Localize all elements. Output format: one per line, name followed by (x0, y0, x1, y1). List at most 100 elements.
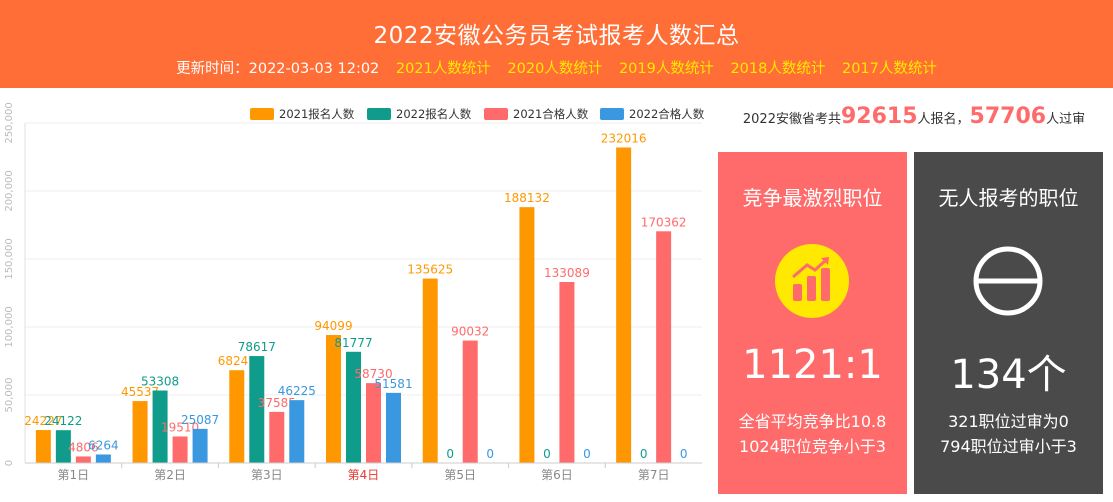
bar-3 (75, 456, 91, 463)
bar-1 (519, 207, 535, 463)
bar-3 (366, 383, 381, 463)
data-label: 94099 (314, 319, 352, 333)
bar-1 (422, 278, 438, 463)
summary-middle: 人报名， (917, 112, 970, 127)
bar-3 (172, 436, 188, 463)
y-tick-label: 100,000 (4, 306, 15, 347)
approved-count: 57706 (969, 104, 1047, 129)
no-applicant-card: 无人报考的职位 134个 321职位过审为0 794职位过审小于3 (914, 152, 1103, 494)
legend-label: 2022合格人数 (629, 107, 705, 121)
bar-2 (346, 351, 361, 463)
link-2019-stats[interactable]: 2019人数统计 (618, 61, 714, 77)
x-tick-label: 第4日 (348, 468, 380, 482)
x-tick-label: 第2日 (154, 468, 186, 482)
bar-3 (462, 340, 478, 463)
data-label: 170362 (641, 215, 687, 229)
update-time: 更新时间：2022-03-03 12:02 (176, 61, 380, 77)
data-label: 0 (640, 447, 648, 461)
data-label: 53308 (141, 375, 179, 389)
data-label: 24227 (24, 414, 62, 428)
minus-circle-icon (971, 244, 1045, 318)
link-2021-stats[interactable]: 2021人数统计 (395, 61, 491, 77)
x-tick-label: 第1日 (58, 468, 90, 482)
y-tick-label: 0 (4, 460, 15, 466)
data-label: 188132 (504, 191, 550, 205)
bar-3 (269, 411, 285, 463)
bar-1 (229, 370, 245, 463)
bar-2 (55, 430, 71, 463)
page-title: 2022安徽公务员考试报考人数汇总 (373, 23, 740, 49)
legend-label: 2021合格人数 (513, 107, 589, 121)
bar-3 (656, 231, 672, 463)
bar-1 (35, 430, 51, 463)
y-tick-label: 250,000 (4, 102, 15, 143)
max-ratio: 1121:1 (742, 342, 883, 388)
low-approved-line: 794职位过审小于3 (940, 437, 1077, 456)
data-label: 46225 (278, 384, 316, 398)
data-label: 0 (446, 447, 454, 461)
bar-chart-up-icon (775, 244, 849, 318)
data-label: 58730 (354, 367, 392, 381)
link-2017-stats[interactable]: 2017人数统计 (841, 61, 937, 77)
data-label: 45537 (121, 385, 159, 399)
y-tick-label: 200,000 (4, 170, 15, 211)
x-tick-label: 第7日 (638, 468, 670, 482)
bar-2 (249, 356, 265, 463)
data-label: 135625 (407, 263, 453, 277)
x-tick-label: 第3日 (251, 468, 283, 482)
legend-swatch (600, 108, 624, 120)
data-label: 90032 (451, 325, 489, 339)
legend-swatch (367, 108, 391, 120)
data-label: 232016 (601, 131, 647, 145)
card-title-competitive: 竞争最激烈职位 (742, 186, 883, 210)
link-2020-stats[interactable]: 2020人数统计 (507, 61, 603, 77)
card-title-no-applicant: 无人报考的职位 (938, 186, 1079, 210)
data-label: 0 (486, 447, 494, 461)
data-label: 78617 (238, 340, 276, 354)
bar-3 (559, 281, 575, 463)
applicant-count: 92615 (840, 104, 918, 129)
legend-label: 2021报名人数 (279, 107, 355, 121)
y-tick-label: 150,000 (4, 238, 15, 279)
bar-chart: 0 50,000 100,000 150,000 200,000 250,000 第1日 24… (0, 88, 712, 502)
avg-ratio-line: 全省平均竞争比10.8 (738, 412, 887, 431)
header-banner: 2022安徽公务员考试报考人数汇总 更新时间：2022-03-03 12:02 … (0, 0, 1113, 88)
legend-label: 2022报名人数 (396, 107, 472, 121)
summary-line: 2022安徽省考共92615人报名，57706人过审 (724, 104, 1104, 138)
data-label: 19510 (161, 420, 199, 434)
header-subbar: 更新时间：2022-03-03 12:02 2021人数统计 2020人数统计 … (0, 57, 1113, 78)
bar-1 (326, 335, 341, 463)
y-tick-label: 50,000 (4, 378, 15, 413)
data-label: 4806 (68, 440, 99, 454)
bar-1 (132, 401, 148, 463)
data-label: 24122 (44, 414, 82, 428)
bar-2 (152, 390, 168, 463)
data-label: 81777 (334, 336, 372, 350)
zero-approved-line: 321职位过审为0 (948, 412, 1069, 431)
bar-4 (386, 392, 401, 463)
bar-4 (95, 454, 111, 463)
data-label: 37585 (258, 396, 296, 410)
data-label: 68241 (218, 354, 256, 368)
data-label: 51581 (374, 377, 412, 391)
bar-chart-svg: 0 50,000 100,000 150,000 200,000 250,000 第1日 24… (4, 102, 705, 482)
data-label: 25087 (181, 413, 219, 427)
data-label: 133089 (544, 266, 590, 280)
x-tick-label: 第6日 (541, 468, 573, 482)
data-label: 0 (543, 447, 551, 461)
data-label: 6264 (88, 438, 119, 452)
bar-4 (192, 428, 208, 463)
legend-swatch (250, 108, 274, 120)
summary-prefix: 2022安徽省考共 (742, 112, 841, 127)
bar-1 (616, 147, 632, 463)
link-2018-stats[interactable]: 2018人数统计 (730, 61, 826, 77)
x-tick-label: 第5日 (444, 468, 476, 482)
no-applicant-count: 134个 (950, 352, 1067, 398)
legend-swatch (484, 108, 508, 120)
bar-4 (289, 400, 305, 463)
low-ratio-line: 1024职位竞争小于3 (739, 437, 886, 456)
data-label: 0 (583, 447, 591, 461)
data-label: 0 (680, 447, 688, 461)
most-competitive-card: 竞争最激烈职位 1121:1 全省平均竞争比10.8 1024职位竞争小于3 (718, 152, 907, 494)
summary-suffix: 人过审 (1046, 112, 1086, 127)
